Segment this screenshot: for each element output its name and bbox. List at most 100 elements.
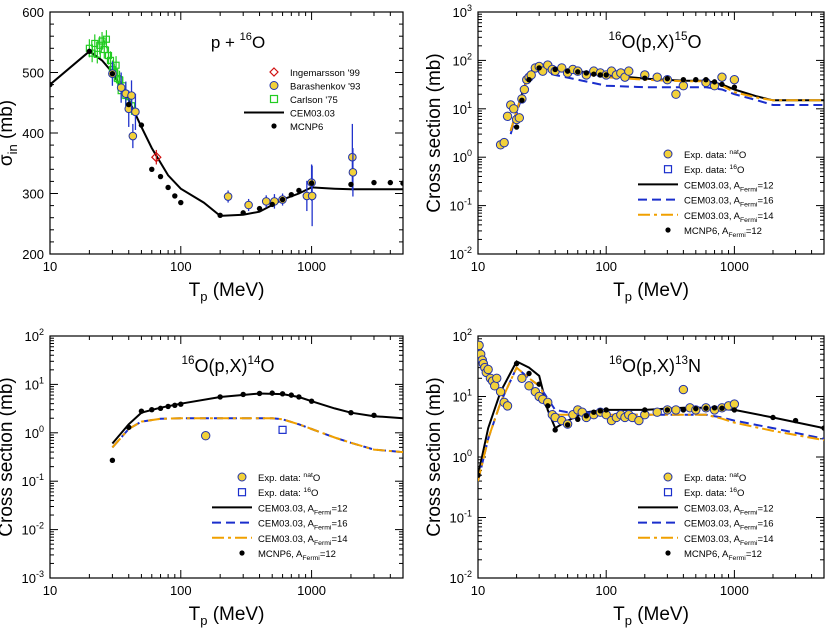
- mcnp-point: [165, 184, 171, 191]
- x-tick-label: 1000: [297, 259, 326, 274]
- mcnp-point: [680, 76, 687, 83]
- y-tick-label: 100: [453, 148, 472, 165]
- exp-nat-point: [495, 387, 506, 397]
- exp-nat-point: [678, 384, 689, 395]
- exp-nat-point: [624, 66, 634, 76]
- mcnp-point: [149, 407, 155, 413]
- exp-nat-point: [671, 405, 681, 415]
- legend-marker-dot: [239, 550, 245, 556]
- mcnp-point: [693, 405, 699, 412]
- legend-label: MCNP6, AFermi=12: [684, 549, 762, 562]
- data-layer: [50, 30, 403, 227]
- mcnp-point: [536, 381, 542, 387]
- barashenkov-point: [244, 200, 253, 210]
- legend-label: CEM03.03, AFermi=12: [258, 503, 348, 516]
- barashenkov-point: [348, 168, 358, 177]
- exp-nat-point: [509, 104, 519, 114]
- y-tick-label: 10-2: [450, 245, 472, 262]
- mcnp-point: [288, 392, 295, 398]
- mcnp-point: [703, 76, 709, 83]
- exp-nat-point: [519, 84, 530, 95]
- chart-title: 16O(p,X)13N: [609, 354, 701, 376]
- x-tick-label: 1000: [720, 583, 749, 598]
- chart-title: 16O(p,X)14O: [181, 354, 274, 376]
- legend-marker-dot: [665, 227, 671, 233]
- y-tick-label: 100: [25, 424, 44, 441]
- mcnp-point: [703, 405, 709, 411]
- exp-nat-point: [483, 364, 493, 375]
- exp-nat-point: [729, 399, 740, 409]
- y-tick-label: 102: [453, 51, 472, 68]
- mcnp-point: [109, 457, 116, 464]
- mcnp-point: [387, 179, 394, 186]
- chart-title: 16O(p,X)15O: [608, 30, 701, 52]
- mcnp-point: [157, 173, 164, 180]
- x-axis-label: Tp (MeV): [189, 604, 265, 628]
- carlson-point: [100, 45, 108, 54]
- mcnp-point: [597, 408, 604, 414]
- y-tick-label: 100: [453, 448, 472, 465]
- exp-nat-point: [499, 137, 509, 148]
- legend-marker-dot: [665, 550, 671, 556]
- exp-nat-point: [502, 111, 513, 121]
- x-tick-label: 10: [43, 583, 57, 598]
- legend-marker-circle: [269, 81, 279, 90]
- exp-nat-point: [717, 72, 727, 82]
- mcnp-point: [217, 394, 223, 400]
- mcnp-point: [279, 196, 286, 203]
- mcnp-point: [296, 187, 302, 194]
- y-tick-label: 300: [22, 187, 44, 202]
- y-tick-label: 101: [453, 100, 472, 117]
- mcnp-point: [240, 391, 246, 398]
- carlson-point: [112, 61, 120, 69]
- mcnp-point: [664, 75, 671, 82]
- carlson-point: [96, 41, 104, 49]
- legend: Exp. data: natO Exp. data: 16O CEM03.03, A…: [212, 472, 348, 562]
- mcnp-point: [642, 407, 648, 413]
- x-axis-label: Tp (MeV): [613, 280, 689, 304]
- barashenkov-point: [116, 83, 126, 92]
- mcnp-point: [642, 75, 648, 81]
- exp-nat-point: [502, 401, 513, 411]
- mcnp-point: [519, 97, 525, 103]
- legend-label: Exp. data: natO: [684, 149, 746, 161]
- x-tick-label: 10: [471, 583, 485, 598]
- mcnp-point: [526, 370, 532, 377]
- mcnp-point: [711, 79, 718, 85]
- mcnp-point: [279, 391, 286, 397]
- exp-nat-point: [517, 373, 527, 383]
- y-tick-label: 103: [453, 3, 472, 20]
- exp-nat-point: [652, 407, 662, 417]
- barashenkov-point: [307, 191, 317, 201]
- y-axis-label: Cross section (mb): [0, 377, 17, 536]
- y-tick-label: 10-2: [22, 521, 44, 538]
- carlson-point: [104, 51, 113, 60]
- mcnp-point: [552, 427, 558, 433]
- mcnp-point: [256, 205, 263, 212]
- mcnp-point: [240, 210, 246, 216]
- y-axis-label: Cross section (mb): [424, 377, 445, 536]
- x-tick-label: 10: [43, 259, 57, 274]
- legend-label: Exp. data: 16O: [684, 487, 744, 499]
- legend-marker-circle: [663, 149, 673, 159]
- legend-label: MCNP6, AFermi=12: [258, 549, 336, 562]
- ingemarsson-point: [150, 151, 162, 163]
- mcnp-point: [178, 199, 184, 206]
- x-axis-label: Tp (MeV): [189, 280, 265, 304]
- mcnp-point: [821, 425, 824, 431]
- legend-marker-square: [663, 488, 673, 497]
- mcnp-point: [178, 401, 184, 407]
- legend-label: CEM03.03, AFermi=12: [684, 503, 774, 516]
- mcnp-point: [603, 407, 609, 413]
- mcnp-point: [680, 407, 687, 413]
- mcnp-point: [86, 48, 93, 55]
- exp-nat-point: [652, 72, 662, 82]
- mcnp-point: [157, 405, 164, 412]
- mcnp-point: [526, 76, 532, 83]
- mcnp-point: [552, 66, 558, 73]
- exp-nat-point: [524, 381, 534, 391]
- x-tick-label: 100: [595, 583, 617, 598]
- mcnp-point: [719, 405, 725, 411]
- legend-marker-square: [269, 94, 279, 104]
